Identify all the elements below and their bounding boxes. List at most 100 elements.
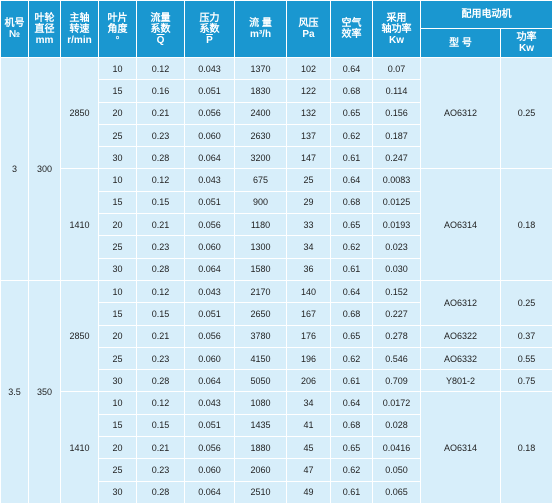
pa-cell: 33 [286, 213, 331, 237]
angle-cell: 20 [98, 324, 137, 348]
motor-model-cell: AO6314 [420, 391, 501, 504]
p-cell: 0.051 [184, 79, 235, 103]
q-cell: 0.16 [136, 79, 185, 103]
flow-cell: 1435 [234, 413, 287, 438]
flow-cell: 2170 [234, 279, 287, 304]
p-cell: 0.043 [184, 56, 235, 81]
flow-cell: 2510 [234, 480, 287, 504]
motor-model-cell: AO6312 [420, 56, 501, 170]
table-row: 1410 10 0.12 0.043 1080 34 0.64 0.0172 AO6314 0.1… [1, 391, 552, 504]
flow-cell: 5050 [234, 369, 287, 393]
pa-cell: 36 [286, 257, 331, 281]
motor-model-cell: Y801-2 [420, 369, 501, 393]
kw-cell: 0.709 [372, 369, 421, 393]
eff-cell: 0.64 [330, 279, 373, 304]
eff-cell: 0.65 [330, 324, 373, 348]
flow-cell: 3780 [234, 324, 287, 348]
q-cell: 0.28 [136, 369, 185, 393]
p-cell: 0.056 [184, 324, 235, 348]
eff-cell: 0.61 [330, 369, 373, 393]
eff-cell: 0.62 [330, 123, 373, 148]
motor-power-cell: 0.18 [500, 168, 552, 281]
q-cell: 0.23 [136, 235, 185, 259]
motor-model-cell: AO6312 [420, 279, 501, 326]
p-cell: 0.051 [184, 302, 235, 326]
table-row: 25 0.23 0.060 4150 196 0.62 0.546 AO6332 0.55 [1, 346, 552, 371]
pa-cell: 140 [286, 279, 331, 304]
pa-cell: 102 [286, 56, 331, 81]
p-cell: 0.060 [184, 346, 235, 371]
header-machine-no: 机号 № [0, 0, 29, 58]
pa-cell: 196 [286, 346, 331, 371]
eff-cell: 0.68 [330, 79, 373, 103]
eff-cell: 0.68 [330, 413, 373, 438]
kw-cell: 0.114 [372, 79, 421, 103]
eff-cell: 0.61 [330, 146, 373, 170]
speed-cell: 1410 [60, 168, 99, 281]
angle-cell: 10 [98, 56, 137, 81]
p-cell: 0.064 [184, 257, 235, 281]
table-row: 30 0.28 0.064 1580 36 0.61 0.030 [1, 257, 552, 281]
q-cell: 0.15 [136, 302, 185, 326]
p-cell: 0.060 [184, 235, 235, 259]
pa-cell: 206 [286, 369, 331, 393]
angle-cell: 25 [98, 458, 137, 482]
pa-cell: 132 [286, 101, 331, 125]
machine-no-cell: 3.5 [0, 279, 29, 504]
angle-cell: 30 [98, 369, 137, 393]
pa-cell: 49 [286, 480, 331, 504]
flow-cell: 900 [234, 190, 287, 215]
p-cell: 0.043 [184, 279, 235, 304]
pa-cell: 41 [286, 413, 331, 438]
kw-cell: 0.0416 [372, 436, 421, 460]
p-cell: 0.043 [184, 168, 235, 192]
p-cell: 0.060 [184, 123, 235, 148]
angle-cell: 10 [98, 391, 137, 415]
p-cell: 0.051 [184, 413, 235, 438]
header-spindle-speed: 主轴 转速 r/min [60, 0, 99, 58]
angle-cell: 15 [98, 413, 137, 438]
pa-cell: 176 [286, 324, 331, 348]
q-cell: 0.21 [136, 213, 185, 237]
header-flow-coefficient: 流量 系数 Q [136, 0, 185, 58]
header-pressure: 风压 Pa [286, 0, 331, 58]
motor-power-cell: 0.55 [500, 346, 552, 371]
table-row: 25 0.23 0.060 2630 137 0.62 0.187 [1, 123, 552, 148]
q-cell: 0.23 [136, 123, 185, 148]
header-motor-power: 功率 Kw [500, 28, 552, 58]
speed-cell: 2850 [60, 279, 99, 393]
angle-cell: 15 [98, 190, 137, 215]
angle-cell: 25 [98, 123, 137, 148]
q-cell: 0.15 [136, 413, 185, 438]
q-cell: 0.15 [136, 190, 185, 215]
q-cell: 0.21 [136, 101, 185, 125]
table-row: 3.5 350 2850 10 0.12 0.043 2170 140 0.64 0.152 AO6… [0, 279, 552, 504]
flow-cell: 2650 [234, 302, 287, 326]
eff-cell: 0.68 [330, 302, 373, 326]
angle-cell: 10 [98, 168, 137, 192]
p-cell: 0.043 [184, 391, 235, 415]
pa-cell: 29 [286, 190, 331, 215]
kw-cell: 0.0125 [372, 190, 421, 215]
table-row: 3 300 2850 10 0.12 0.043 1370 102 0.64 0.07 AO6312… [0, 56, 552, 281]
table-row: 25 0.23 0.060 1300 34 0.62 0.023 [1, 235, 552, 259]
kw-cell: 0.0083 [372, 168, 421, 192]
motor-model-cell: AO6332 [420, 346, 501, 371]
q-cell: 0.23 [136, 458, 185, 482]
angle-cell: 25 [98, 346, 137, 371]
motor-power-cell: 0.25 [500, 56, 552, 170]
flow-cell: 4150 [234, 346, 287, 371]
pa-cell: 25 [286, 168, 331, 192]
table-row: 25 0.23 0.060 2060 47 0.62 0.050 [1, 458, 552, 482]
table-row: 15 0.15 0.051 2650 167 0.68 0.227 [1, 302, 552, 326]
angle-cell: 25 [98, 235, 137, 259]
flow-cell: 1880 [234, 436, 287, 460]
q-cell: 0.28 [136, 146, 185, 170]
pa-cell: 122 [286, 79, 331, 103]
kw-cell: 0.152 [372, 279, 421, 304]
flow-cell: 1830 [234, 79, 287, 103]
table-row: 15 0.15 0.051 900 29 0.68 0.0125 [1, 190, 552, 215]
eff-cell: 0.64 [330, 391, 373, 415]
p-cell: 0.056 [184, 101, 235, 125]
header-air-efficiency: 空气 效率 [330, 0, 373, 58]
